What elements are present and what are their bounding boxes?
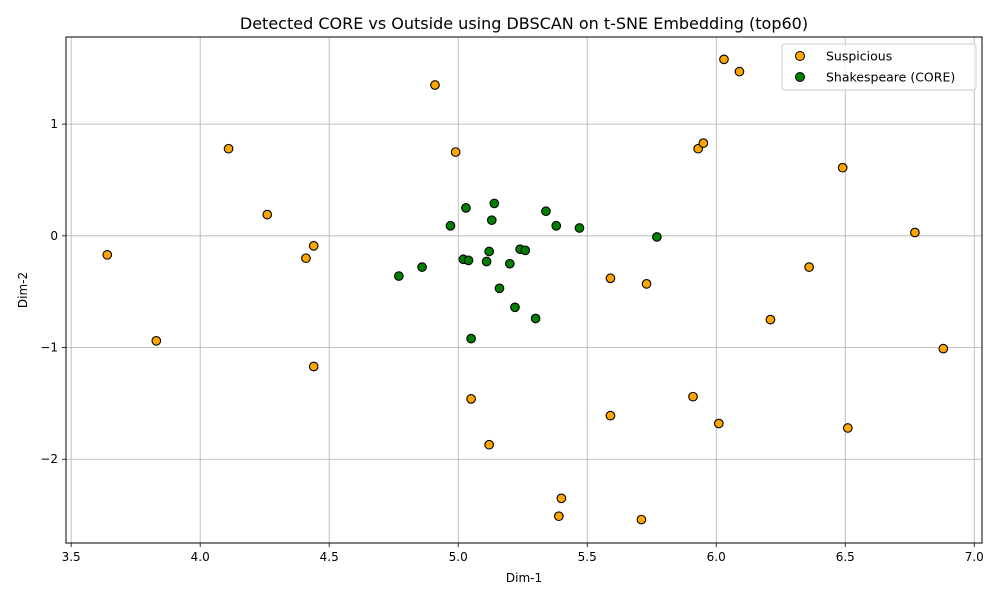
- y-tick-label: 0: [50, 229, 58, 243]
- core-point: [494, 283, 505, 294]
- core-point: [541, 206, 551, 217]
- suspicious-point: [466, 394, 476, 404]
- suspicious-point: [910, 227, 920, 238]
- suspicious-point: [484, 439, 495, 450]
- suspicious-point: [719, 54, 729, 65]
- x-tick-label: 4.0: [191, 550, 210, 564]
- suspicious-point: [605, 273, 616, 284]
- axis-ticks: 3.5 4.0 4.5 5.0 5.5 6.0 6.5 7.0 −2 −1 0 1: [40, 117, 984, 564]
- suspicious-point: [308, 241, 319, 251]
- core-point: [417, 262, 427, 272]
- suspicious-point: [641, 279, 652, 289]
- core-point: [520, 245, 531, 256]
- core-point: [551, 220, 562, 231]
- plot-area-frame: [65, 36, 983, 544]
- suspicious-point: [605, 410, 616, 421]
- x-tick-label: 4.5: [320, 550, 339, 564]
- legend-label-suspicious: Suspicious: [826, 49, 892, 64]
- suspicious-point: [102, 249, 113, 260]
- core-point: [394, 271, 404, 281]
- suspicious-point: [765, 314, 776, 325]
- core-point: [530, 313, 541, 324]
- suspicious-point: [688, 391, 698, 402]
- core-point: [461, 203, 471, 213]
- core-point: [574, 223, 585, 233]
- core-point: [504, 258, 515, 269]
- chart-title: Detected CORE vs Outside using DBSCAN on…: [240, 14, 808, 33]
- core-point: [486, 215, 497, 226]
- core-point: [463, 255, 474, 266]
- suspicious-point: [842, 423, 853, 433]
- core-point: [489, 198, 500, 209]
- x-tick-label: 5.5: [578, 550, 597, 564]
- legend: Suspicious Shakespeare (CORE): [781, 43, 977, 91]
- core-point: [481, 256, 492, 267]
- x-tick-label: 5.0: [449, 550, 468, 564]
- suspicious-point: [450, 147, 461, 157]
- x-tick-label: 6.5: [836, 550, 855, 564]
- suspicious-point: [553, 511, 564, 522]
- suspicious-point: [938, 343, 949, 354]
- suspicious-point: [223, 143, 234, 154]
- core-point: [510, 302, 520, 313]
- suspicious-point: [430, 80, 440, 90]
- suspicious-point: [734, 66, 745, 77]
- suspicious-point: [713, 418, 724, 429]
- suspicious-point: [301, 253, 311, 264]
- suspicious-point: [698, 138, 709, 148]
- legend-box: [781, 43, 977, 91]
- core-point: [484, 246, 495, 257]
- suspicious-point: [262, 209, 273, 220]
- y-tick-label: 1: [50, 117, 58, 131]
- suspicious-point: [556, 493, 567, 504]
- legend-label-core: Shakespeare (CORE): [826, 70, 955, 85]
- x-tick-label: 3.5: [62, 550, 81, 564]
- y-tick-label: −2: [40, 452, 58, 466]
- suspicious-point: [151, 335, 162, 346]
- core-point: [445, 220, 456, 231]
- legend-marker-suspicious: [795, 51, 805, 61]
- data-points: [102, 54, 949, 525]
- y-axis-label: Dim-2: [16, 272, 30, 308]
- grid: [66, 37, 982, 543]
- core-point: [466, 333, 476, 344]
- core-point: [652, 232, 662, 242]
- suspicious-point: [837, 162, 848, 173]
- x-tick-label: 7.0: [965, 550, 984, 564]
- suspicious-point: [308, 361, 319, 372]
- y-tick-label: −1: [40, 341, 58, 355]
- legend-marker-core: [795, 72, 805, 82]
- suspicious-point: [804, 262, 814, 272]
- suspicious-point: [636, 514, 647, 525]
- x-tick-label: 6.0: [707, 550, 726, 564]
- x-axis-label: Dim-1: [506, 571, 542, 585]
